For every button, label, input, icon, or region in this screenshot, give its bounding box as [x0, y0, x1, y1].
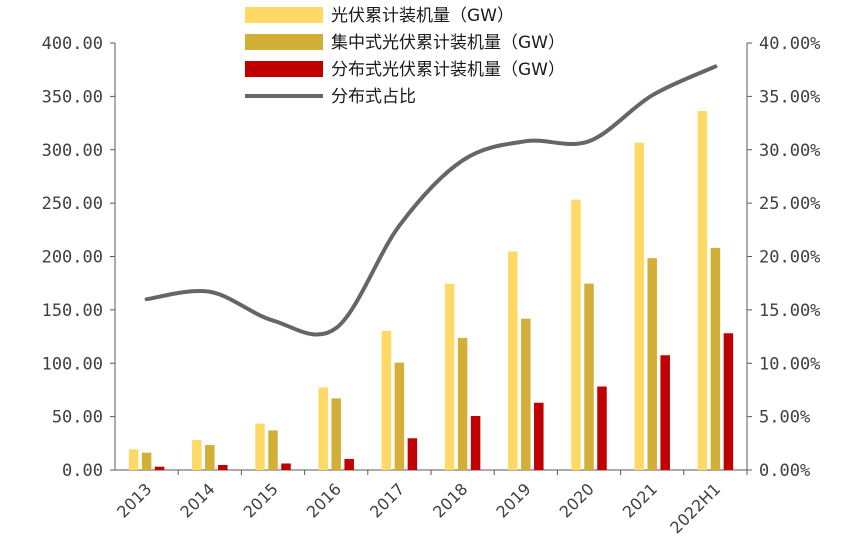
legend-item: 集中式光伏累计装机量（GW） [245, 33, 565, 53]
right-tick-label: 10.00% [759, 354, 820, 374]
bar-series-0 [255, 423, 265, 470]
bar-series-2 [281, 463, 291, 470]
bar-series-1 [141, 452, 152, 470]
left-tick-label: 150.00 [42, 301, 103, 321]
right-tick-label: 5.00% [759, 408, 810, 428]
bar-series-1 [584, 283, 594, 470]
bar-series-1 [205, 445, 215, 470]
left-tick-label: 400.00 [42, 34, 103, 54]
bar-series-2 [597, 386, 607, 470]
x-tick-label: 2019 [492, 479, 534, 521]
legend-item: 分布式占比 [245, 87, 416, 107]
bar-series-1 [268, 430, 278, 470]
x-tick-label: 2020 [556, 479, 598, 521]
x-axis: 2013 2014 2015 2016 2017 2018 2019 2020 2021 2022… [113, 469, 748, 537]
bar-series-0 [381, 330, 392, 470]
right-tick-label: 20.00% [759, 248, 820, 268]
left-tick-label: 100.00 [42, 354, 103, 374]
bar-series-0 [571, 199, 581, 471]
left-tick-label: 50.00 [52, 408, 103, 428]
bar-series-0 [634, 142, 644, 470]
left-tick-label: 250.00 [42, 194, 103, 214]
legend-item: 分布式光伏累计装机量（GW） [245, 60, 565, 80]
bar-series-1 [647, 258, 657, 470]
x-tick-label: 2014 [176, 479, 218, 521]
legend-swatch [245, 61, 323, 77]
bar-series-0 [318, 387, 328, 470]
right-tick-label: 15.00% [759, 301, 820, 321]
left-tick-label: 300.00 [42, 141, 103, 161]
bar-series-2 [723, 333, 734, 470]
legend-label: 分布式光伏累计装机量（GW） [331, 60, 565, 80]
right-tick-label: 40.00% [759, 34, 820, 54]
bar-series-2 [154, 466, 165, 470]
legend-label: 分布式占比 [331, 87, 416, 107]
right-tick-label: 30.00% [759, 141, 820, 161]
line-series-0 [144, 64, 718, 337]
left-tick-label: 350.00 [42, 87, 103, 107]
bars [128, 111, 734, 471]
legend-item: 光伏累计装机量（GW） [245, 6, 514, 26]
x-tick-label: 2013 [113, 479, 155, 521]
legend-label: 光伏累计装机量（GW） [331, 6, 514, 26]
x-tick-label: 2015 [240, 479, 282, 521]
bar-series-0 [128, 449, 139, 470]
bar-series-1 [521, 318, 531, 470]
bar-series-0 [697, 111, 708, 470]
legend: 光伏累计装机量（GW） 集中式光伏累计装机量（GW） 分布式光伏累计装机量（GW） 分… [245, 6, 565, 107]
legend-swatch [245, 7, 323, 23]
bar-series-1 [394, 362, 405, 470]
bar-series-1 [457, 337, 468, 470]
x-tick-label: 2018 [429, 479, 471, 521]
right-tick-label: 35.00% [759, 87, 820, 107]
x-tick-label: 2016 [303, 479, 345, 521]
bar-series-0 [444, 283, 455, 470]
legend-swatch [245, 34, 323, 50]
bar-series-0 [508, 251, 518, 470]
x-tick-label: 2017 [366, 479, 408, 521]
left-axis: 0.00 50.00 100.00 150.00 200.00 250.00 300.00 3… [42, 34, 116, 481]
right-tick-label: 25.00% [759, 194, 820, 214]
bar-series-2 [407, 438, 418, 470]
bar-series-2 [218, 464, 228, 470]
bar-series-2 [470, 415, 481, 470]
bar-series-1 [710, 247, 721, 470]
line-layer [144, 64, 718, 337]
bar-series-2 [534, 402, 544, 470]
left-tick-label: 0.00 [62, 461, 103, 481]
bar-series-0 [192, 440, 202, 470]
bar-series-2 [344, 459, 354, 470]
bar-series-2 [660, 355, 670, 470]
left-tick-label: 200.00 [42, 248, 103, 268]
right-tick-label: 0.00% [759, 461, 810, 481]
x-tick-label: 2022H1 [666, 479, 724, 537]
bar-series-1 [331, 398, 341, 470]
legend-label: 集中式光伏累计装机量（GW） [331, 33, 565, 53]
right-axis: 0.00% 5.00% 10.00% 15.00% 20.00% 25.00% 30.00%… [746, 34, 820, 481]
x-tick-label: 2021 [619, 479, 661, 521]
